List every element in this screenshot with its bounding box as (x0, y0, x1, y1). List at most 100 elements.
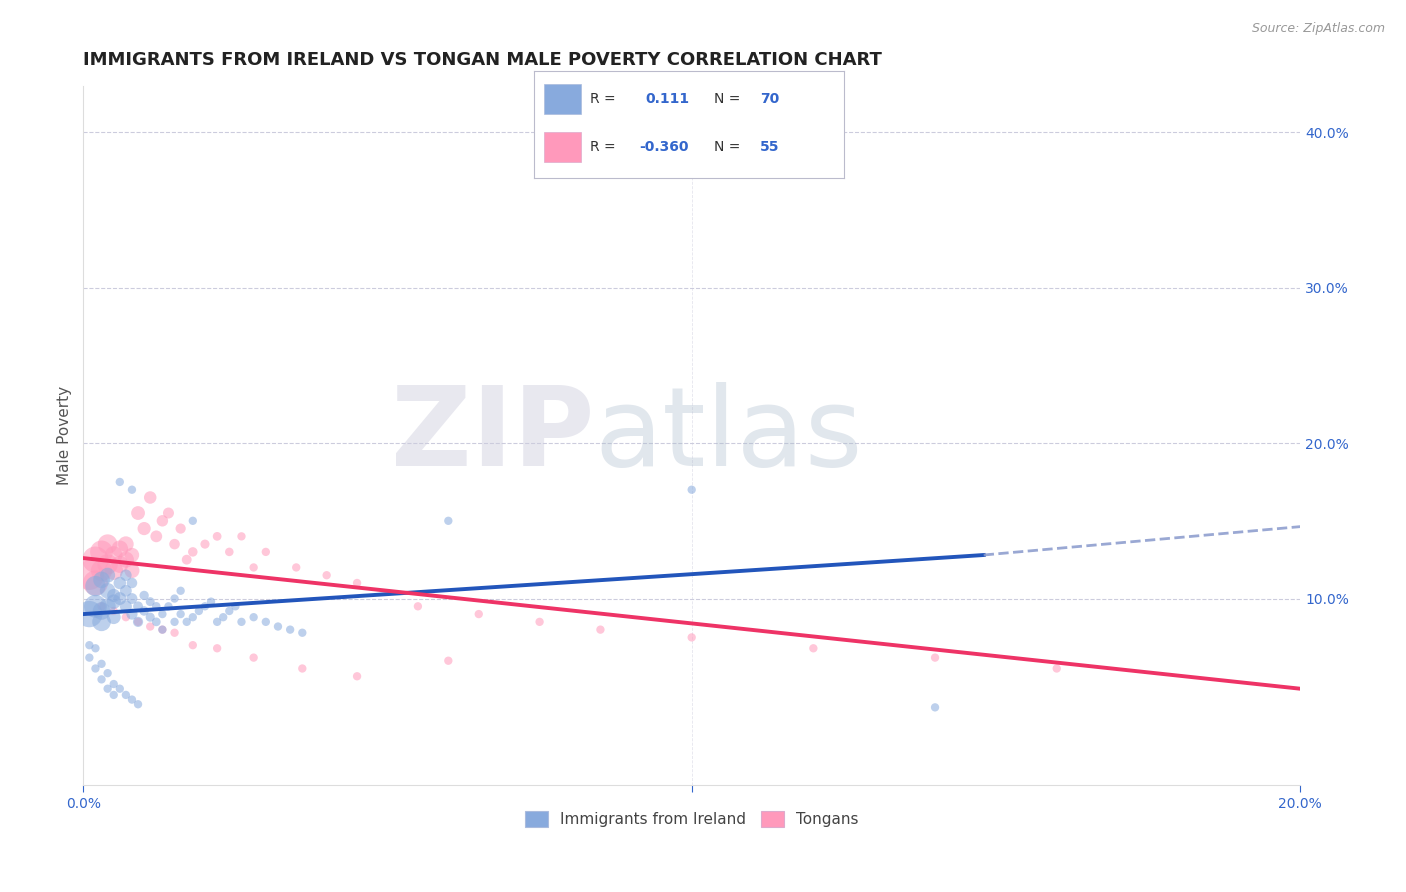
Point (103, 548, 125, 562)
Point (468, 607, 491, 621)
Point (97, 599, 120, 614)
Text: 70: 70 (761, 92, 779, 105)
Point (103, 677, 125, 691)
Point (97, 681, 120, 696)
Point (169, 583, 191, 598)
Text: 0.111: 0.111 (645, 92, 690, 105)
Point (437, 514, 460, 528)
Point (150, 623, 173, 637)
Point (90, 615, 112, 629)
Point (176, 552, 198, 566)
Point (127, 698, 149, 712)
Text: Source: ZipAtlas.com: Source: ZipAtlas.com (1251, 22, 1385, 36)
Point (291, 661, 314, 675)
Point (79, 650, 101, 665)
Point (115, 599, 138, 614)
Point (84, 599, 107, 614)
Point (139, 491, 162, 505)
Point (121, 564, 143, 578)
Point (157, 599, 180, 614)
Point (681, 483, 703, 497)
Point (181, 514, 204, 528)
Point (90, 673, 112, 687)
Point (681, 631, 703, 645)
Point (267, 619, 290, 633)
Point (218, 545, 240, 559)
Point (278, 623, 301, 637)
Point (115, 688, 138, 702)
Point (97, 568, 120, 582)
Point (194, 599, 217, 614)
Point (127, 615, 149, 629)
Point (315, 568, 337, 582)
Point (924, 650, 946, 665)
Point (254, 545, 277, 559)
Point (285, 560, 308, 574)
Point (163, 591, 186, 606)
Point (127, 599, 149, 614)
Point (134, 589, 156, 603)
Point (801, 641, 824, 656)
Point (90, 573, 112, 587)
Point (242, 610, 264, 624)
Point (108, 576, 131, 591)
Point (97, 537, 120, 551)
Point (157, 506, 180, 520)
Point (103, 610, 125, 624)
Point (145, 529, 167, 543)
Point (200, 594, 222, 608)
Point (924, 700, 946, 714)
Point (90, 657, 112, 671)
Point (121, 607, 143, 621)
Point (145, 615, 167, 629)
Point (181, 610, 204, 624)
Point (115, 552, 138, 566)
Point (121, 591, 143, 606)
Point (97, 583, 120, 598)
Point (231, 529, 253, 543)
Text: R =: R = (591, 140, 620, 153)
Point (115, 610, 138, 624)
Point (589, 623, 612, 637)
Point (115, 568, 138, 582)
Point (84, 552, 107, 566)
Point (108, 558, 131, 572)
Point (84, 661, 107, 675)
Text: N =: N = (714, 140, 740, 153)
Point (115, 583, 138, 598)
Point (103, 564, 125, 578)
Bar (544, 132, 581, 162)
Point (108, 541, 131, 556)
Point (205, 615, 228, 629)
Point (97, 558, 120, 572)
Y-axis label: Male Poverty: Male Poverty (58, 385, 72, 485)
Point (121, 483, 143, 497)
Text: R =: R = (591, 92, 620, 105)
Point (437, 654, 460, 668)
Point (103, 604, 125, 618)
Point (163, 625, 186, 640)
Point (291, 625, 314, 640)
Point (346, 576, 368, 591)
Point (127, 506, 149, 520)
Point (150, 607, 173, 621)
Point (254, 615, 277, 629)
Point (121, 692, 143, 706)
Point (176, 615, 198, 629)
Point (218, 604, 240, 618)
Point (84, 641, 107, 656)
Point (139, 610, 162, 624)
Point (194, 537, 217, 551)
Point (79, 607, 101, 621)
Point (212, 610, 235, 624)
Point (205, 641, 228, 656)
Text: -0.360: -0.360 (640, 140, 689, 153)
Point (103, 688, 125, 702)
Point (150, 514, 173, 528)
Point (84, 576, 107, 591)
Point (406, 599, 429, 614)
Legend: Immigrants from Ireland, Tongans: Immigrants from Ireland, Tongans (519, 805, 865, 833)
Point (181, 545, 204, 559)
Point (150, 623, 173, 637)
Point (205, 529, 228, 543)
